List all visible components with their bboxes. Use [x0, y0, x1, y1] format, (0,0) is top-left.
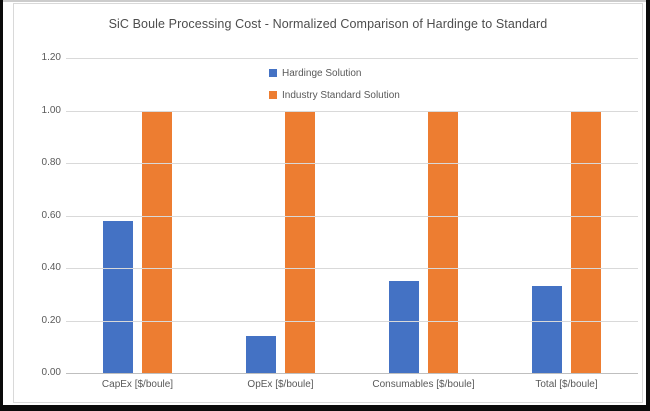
- y-tick-label: 1.00: [41, 104, 61, 116]
- y-tick-label: 0.40: [41, 262, 61, 273]
- legend-swatch-icon: [269, 69, 277, 77]
- bar-hardinge-solution-total-boule: [532, 286, 562, 373]
- y-gridline: [66, 215, 638, 217]
- x-tick-label-opex-boule: OpEx [$/boule]: [247, 379, 314, 390]
- bar-industry-standard-solution-opex-boule: [285, 110, 315, 373]
- y-gridline: [66, 320, 638, 322]
- chart-card: SiC Boule Processing Cost - Normalized C…: [13, 3, 643, 403]
- legend-item-hardinge-solution: Hardinge Solution: [269, 66, 400, 80]
- bar-industry-standard-solution-capex-boule: [142, 110, 172, 373]
- chart-title: SiC Boule Processing Cost - Normalized C…: [108, 17, 548, 31]
- x-axis-labels: CapEx [$/boule] OpEx [$/boule] Consumables…: [66, 379, 638, 390]
- legend-swatch-icon: [269, 91, 277, 99]
- bar-group-consumables-boule: [352, 58, 495, 373]
- bar-hardinge-solution-consumables-boule: [389, 281, 419, 373]
- frame-edge-left: [0, 0, 3, 411]
- x-tick-label-capex-boule: CapEx [$/boule]: [101, 379, 174, 390]
- legend-label: Hardinge Solution: [282, 67, 362, 79]
- bar-group-total-boule: [495, 58, 638, 373]
- bar-group-opex-boule: [209, 58, 352, 373]
- x-axis-line: [66, 373, 638, 374]
- legend-item-industry-standard-solution: Industry Standard Solution: [269, 88, 400, 102]
- x-tick-label-total-boule: Total [$/boule]: [535, 379, 598, 390]
- bar-groups: [66, 58, 638, 373]
- y-tick-label: 0.00: [41, 367, 61, 378]
- frame-edge-top: [0, 0, 650, 2]
- bar-industry-standard-solution-consumables-boule: [428, 110, 458, 373]
- y-gridline: [66, 58, 638, 59]
- legend-label: Industry Standard Solution: [282, 89, 400, 101]
- y-gridline: [66, 110, 638, 112]
- frame-edge-right: [646, 0, 650, 411]
- bar-hardinge-solution-opex-boule: [246, 336, 276, 373]
- bar-industry-standard-solution-total-boule: [571, 110, 601, 373]
- y-tick-label: 0.80: [41, 157, 61, 168]
- chart-legend: Hardinge Solution Industry Standard Solut…: [269, 66, 400, 110]
- y-tick-label: 0.20: [41, 314, 61, 326]
- x-tick-label-consumables-boule: Consumables [$/boule]: [372, 379, 475, 390]
- y-gridline: [66, 163, 638, 164]
- frame-edge-bottom: [0, 405, 650, 411]
- bar-hardinge-solution-capex-boule: [103, 220, 133, 373]
- plot-area: [66, 58, 638, 374]
- y-tick-label: 1.20: [41, 52, 61, 63]
- y-tick-label: 0.60: [41, 209, 61, 221]
- y-gridline: [66, 268, 638, 269]
- bar-group-capex-boule: [66, 58, 209, 373]
